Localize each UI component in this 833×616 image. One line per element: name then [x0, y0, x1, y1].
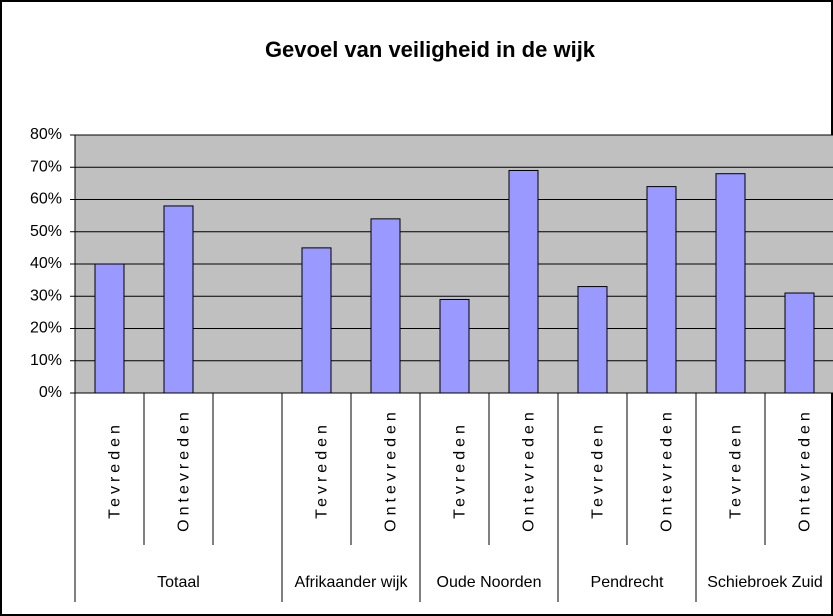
- x-tick-label: Tevreden: [107, 421, 124, 519]
- x-tick-label: Ontevreden: [521, 408, 538, 532]
- bar: [508, 169, 539, 394]
- x-tick-label: Tevreden: [728, 421, 745, 519]
- bar: [439, 298, 470, 394]
- y-tick-label: 40%: [30, 255, 62, 272]
- y-tick-label: 80%: [30, 126, 62, 143]
- bar: [163, 205, 194, 394]
- group-label: Totaal: [157, 574, 200, 591]
- y-tick-label: 50%: [30, 223, 62, 240]
- bar: [784, 292, 815, 394]
- x-tick-label: Ontevreden: [797, 408, 814, 532]
- x-tick-label: Tevreden: [452, 421, 469, 519]
- group-label: Oude Noorden: [437, 574, 542, 591]
- x-tick-label: Ontevreden: [659, 408, 676, 532]
- bar: [577, 286, 608, 394]
- bar: [301, 247, 332, 394]
- bar: [370, 218, 401, 394]
- x-tick-label: Tevreden: [590, 421, 607, 519]
- x-tick-label: Tevreden: [314, 421, 331, 519]
- bar: [94, 263, 125, 394]
- group-label: Schiebroek Zuid: [707, 574, 823, 591]
- x-tick-label: Ontevreden: [383, 408, 400, 532]
- chart-title: Gevoel van veiligheid in de wijk: [265, 37, 596, 62]
- y-tick-label: 30%: [30, 287, 62, 304]
- y-tick-label: 10%: [30, 352, 62, 369]
- bar: [715, 173, 746, 394]
- y-tick-label: 20%: [30, 320, 62, 337]
- bar: [646, 186, 677, 394]
- group-label: Afrikaander wijk: [295, 574, 409, 591]
- y-tick-label: 70%: [30, 158, 62, 175]
- group-label: Pendrecht: [591, 574, 664, 591]
- x-tick-label: Ontevreden: [176, 408, 193, 532]
- y-tick-label: 60%: [30, 191, 62, 208]
- y-tick-label: 0%: [39, 384, 62, 401]
